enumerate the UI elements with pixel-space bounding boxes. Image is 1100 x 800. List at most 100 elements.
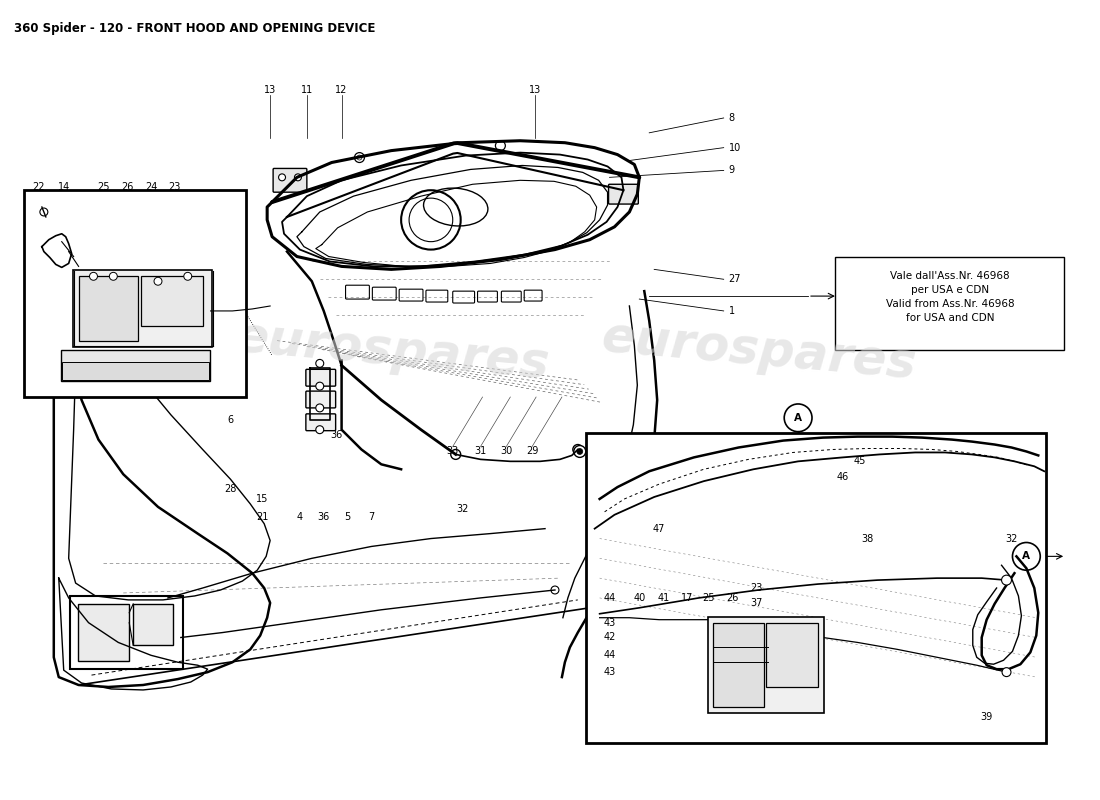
Circle shape: [295, 174, 301, 181]
Text: A: A: [1022, 551, 1031, 562]
FancyBboxPatch shape: [78, 604, 129, 662]
Text: 18: 18: [221, 251, 233, 262]
Text: 43: 43: [604, 618, 616, 628]
Text: 10: 10: [728, 142, 741, 153]
Text: 32: 32: [1005, 534, 1018, 543]
Text: 23: 23: [168, 182, 182, 192]
Text: 19: 19: [221, 301, 233, 311]
Text: 47: 47: [653, 524, 666, 534]
Text: 15: 15: [256, 494, 268, 504]
Circle shape: [573, 445, 583, 454]
Text: eurospares: eurospares: [232, 313, 551, 388]
Text: 42: 42: [604, 633, 616, 642]
Text: 17: 17: [28, 330, 40, 341]
Text: 14: 14: [57, 182, 69, 192]
Text: 36: 36: [330, 430, 343, 440]
Text: 32: 32: [456, 504, 469, 514]
Text: 34: 34: [224, 354, 236, 363]
Text: 29: 29: [526, 446, 538, 457]
Text: 33: 33: [447, 446, 459, 457]
Text: 40: 40: [634, 593, 646, 603]
FancyBboxPatch shape: [713, 622, 764, 706]
Text: 9: 9: [728, 166, 735, 175]
Text: 39: 39: [980, 712, 993, 722]
Circle shape: [184, 272, 191, 280]
Text: 1: 1: [728, 306, 735, 316]
Text: 5: 5: [344, 512, 351, 522]
FancyBboxPatch shape: [585, 433, 1046, 743]
Circle shape: [574, 446, 585, 458]
Text: 35: 35: [57, 197, 70, 207]
FancyBboxPatch shape: [62, 362, 209, 380]
Text: 11: 11: [300, 86, 313, 95]
Text: 44: 44: [604, 650, 616, 660]
Circle shape: [1002, 575, 1012, 585]
Circle shape: [576, 449, 583, 454]
Circle shape: [358, 155, 362, 160]
Text: 20: 20: [221, 276, 233, 286]
Text: 25: 25: [703, 593, 715, 603]
Text: 45: 45: [854, 456, 866, 466]
Text: 2: 2: [228, 316, 233, 326]
Text: 27: 27: [728, 274, 741, 284]
FancyBboxPatch shape: [707, 617, 824, 713]
Circle shape: [316, 382, 323, 390]
Circle shape: [154, 278, 162, 286]
Text: 3: 3: [228, 387, 233, 397]
FancyBboxPatch shape: [453, 291, 474, 303]
FancyBboxPatch shape: [477, 291, 497, 302]
Text: 24: 24: [145, 182, 157, 192]
Text: 31: 31: [474, 446, 486, 457]
FancyBboxPatch shape: [60, 350, 210, 381]
Text: 4: 4: [297, 512, 302, 522]
Text: 21: 21: [256, 512, 268, 522]
Circle shape: [575, 447, 581, 452]
Text: 29: 29: [876, 472, 888, 482]
Circle shape: [316, 426, 323, 434]
Text: 28: 28: [224, 484, 236, 494]
Text: 36: 36: [318, 512, 330, 522]
Text: 26: 26: [726, 593, 739, 603]
Text: 44: 44: [604, 593, 616, 603]
Circle shape: [109, 272, 118, 280]
Text: 23: 23: [750, 583, 762, 593]
FancyBboxPatch shape: [608, 184, 638, 204]
Circle shape: [551, 586, 559, 594]
Text: 13: 13: [264, 86, 276, 95]
FancyBboxPatch shape: [78, 276, 139, 341]
FancyBboxPatch shape: [502, 291, 521, 302]
Text: 7: 7: [368, 512, 374, 522]
Circle shape: [495, 141, 505, 150]
Text: 31: 31: [832, 472, 844, 482]
Text: 22: 22: [33, 182, 45, 192]
Text: 41: 41: [658, 593, 670, 603]
Text: 30: 30: [854, 472, 866, 482]
Text: 30: 30: [500, 446, 513, 457]
FancyBboxPatch shape: [373, 287, 396, 300]
Circle shape: [278, 174, 286, 181]
FancyBboxPatch shape: [306, 414, 336, 430]
Circle shape: [316, 404, 323, 412]
FancyBboxPatch shape: [273, 169, 307, 192]
FancyBboxPatch shape: [306, 391, 336, 408]
Text: 16: 16: [28, 350, 40, 361]
FancyBboxPatch shape: [399, 289, 424, 301]
Text: 37: 37: [750, 598, 762, 608]
Circle shape: [89, 272, 98, 280]
FancyBboxPatch shape: [306, 370, 336, 386]
Circle shape: [451, 450, 461, 459]
Text: 13: 13: [529, 86, 541, 95]
FancyBboxPatch shape: [69, 596, 183, 669]
Text: 6: 6: [228, 414, 233, 425]
Circle shape: [354, 153, 364, 162]
Text: 8: 8: [728, 113, 735, 123]
Circle shape: [316, 359, 323, 367]
Circle shape: [40, 208, 47, 216]
FancyBboxPatch shape: [835, 257, 1064, 350]
Text: eurospares: eurospares: [598, 313, 917, 388]
FancyBboxPatch shape: [426, 290, 448, 302]
FancyBboxPatch shape: [133, 604, 173, 646]
Text: 43: 43: [604, 667, 616, 677]
Text: 38: 38: [861, 534, 873, 543]
Circle shape: [1002, 668, 1011, 677]
